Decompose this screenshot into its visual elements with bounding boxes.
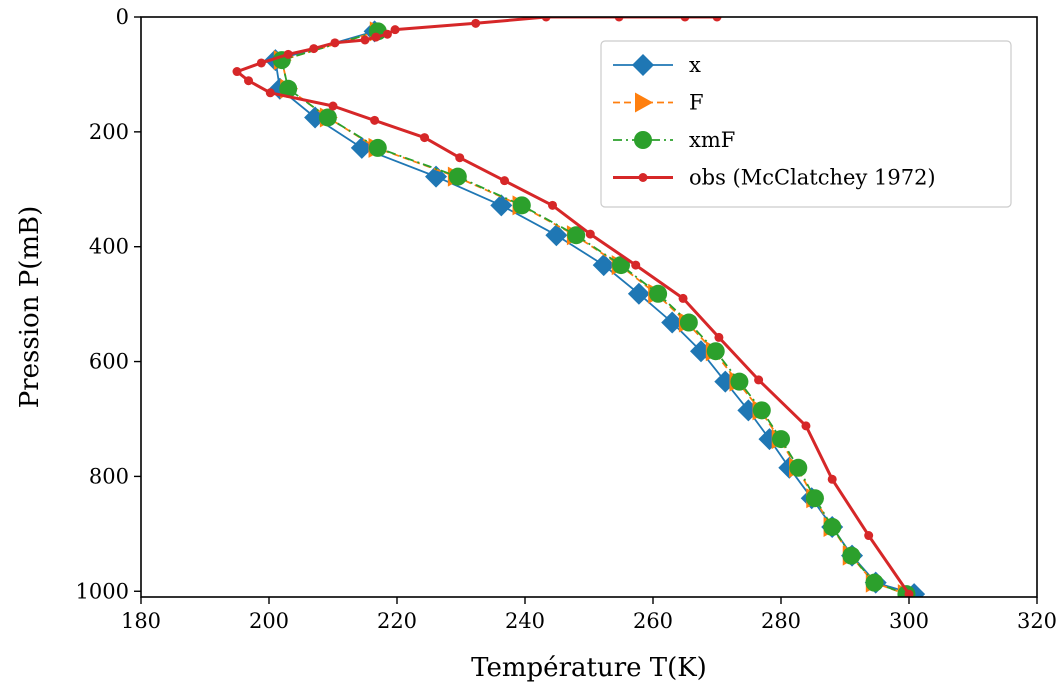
data-point	[631, 260, 641, 270]
y-tick-label: 1000	[76, 579, 129, 603]
data-point	[567, 226, 586, 245]
x-tick-label: 180	[121, 609, 161, 633]
data-point	[706, 342, 725, 361]
plot-frame	[140, 16, 1038, 598]
data-point	[865, 573, 884, 592]
data-point	[714, 332, 724, 342]
x-tick-label: 240	[505, 609, 545, 633]
data-point	[679, 313, 698, 332]
data-point	[827, 474, 837, 484]
data-point	[712, 17, 722, 22]
legend-marker-x	[632, 54, 654, 76]
x-axis-title: Température T(K)	[471, 653, 707, 683]
data-point	[730, 372, 749, 391]
data-point	[420, 133, 430, 143]
data-point	[649, 284, 668, 303]
legend-marker-xmf	[634, 131, 652, 149]
data-point	[309, 44, 319, 54]
data-point	[545, 224, 568, 247]
x-tick-label: 320	[1017, 609, 1057, 633]
series-layer	[232, 17, 926, 597]
data-point	[864, 531, 874, 541]
data-point	[256, 58, 266, 68]
data-point	[585, 229, 595, 239]
data-point	[279, 79, 298, 98]
y-tick-label: 600	[89, 350, 129, 374]
data-point	[448, 167, 467, 186]
data-point	[328, 101, 338, 111]
data-point	[490, 194, 513, 217]
series-xmf	[272, 22, 916, 597]
plot-area	[232, 17, 926, 597]
data-point	[805, 489, 824, 508]
y-tick-label: 200	[89, 120, 129, 144]
legend-marker-f	[635, 92, 653, 113]
data-point	[680, 17, 690, 22]
legend-marker-obs-mcclatchey-1972	[638, 173, 648, 182]
x-tick-label: 280	[761, 609, 801, 633]
data-point	[627, 282, 650, 305]
data-point	[614, 17, 624, 22]
data-point	[661, 311, 684, 334]
data-point	[318, 108, 337, 127]
data-point	[541, 17, 551, 22]
data-point	[244, 76, 254, 86]
data-point	[371, 32, 381, 42]
data-point	[904, 589, 914, 597]
legend-label-f: F	[689, 91, 704, 115]
legend-label-x: x	[689, 53, 701, 77]
data-point	[265, 88, 275, 98]
x-tick-label: 300	[889, 609, 929, 633]
y-tick-label: 0	[116, 5, 129, 29]
data-point	[360, 35, 370, 45]
legend-label-obs-mcclatchey-1972: obs (McClatchey 1972)	[689, 166, 936, 190]
data-point	[283, 49, 293, 59]
x-tick-label: 220	[377, 609, 417, 633]
data-point	[500, 176, 510, 186]
data-point	[232, 67, 242, 77]
data-point	[548, 200, 558, 210]
axes-layer: 180 200 220 240 260 280 300 320 0 200 400 600 800 100…	[76, 5, 1058, 633]
x-tick-label: 260	[633, 609, 673, 633]
legend-label-xmf: xmF	[689, 128, 735, 152]
data-point	[455, 153, 465, 163]
legend-box	[600, 40, 1012, 208]
y-tick-label: 400	[89, 235, 129, 259]
data-point	[752, 401, 771, 420]
data-point	[801, 421, 811, 431]
data-point	[512, 196, 531, 215]
data-point	[370, 115, 380, 125]
data-point	[842, 546, 861, 565]
series-obs-mcclatchey-1972	[232, 17, 914, 597]
data-point	[471, 18, 481, 28]
data-point	[678, 293, 688, 303]
y-axis-title: Pression P(mB)	[15, 206, 45, 409]
data-point	[390, 25, 400, 35]
data-point	[772, 430, 790, 449]
data-point	[368, 138, 387, 157]
y-tick-label: 800	[89, 464, 129, 488]
data-point	[382, 29, 392, 39]
data-point	[592, 254, 615, 277]
data-point	[754, 375, 764, 385]
data-point	[612, 256, 630, 275]
data-point	[330, 38, 340, 48]
x-tick-label: 200	[249, 609, 289, 633]
data-point	[789, 458, 808, 477]
data-point	[823, 517, 842, 536]
